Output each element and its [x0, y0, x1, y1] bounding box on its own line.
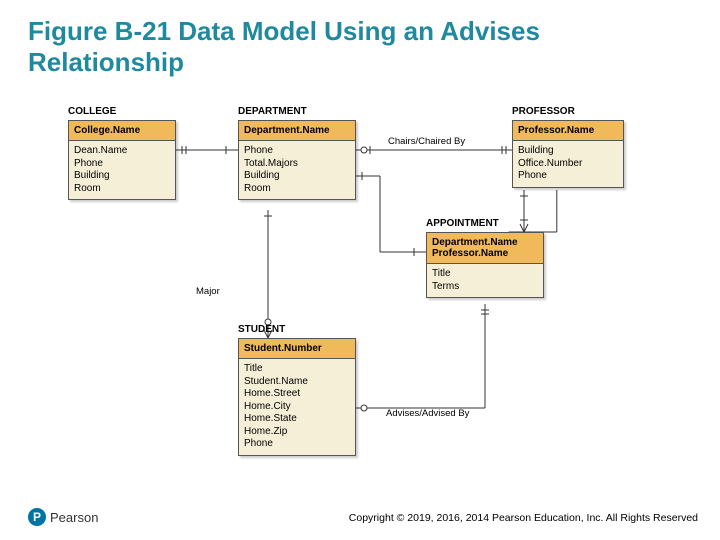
pk-student: Student.Number — [239, 339, 355, 359]
pearson-logo: P Pearson — [28, 508, 98, 526]
pk-department: Department.Name — [239, 121, 355, 141]
pk-professor: Professor.Name — [513, 121, 623, 141]
attrs-college: Dean.NamePhoneBuildingRoom — [69, 141, 175, 199]
logo-brand: Pearson — [50, 510, 98, 525]
entity-label-department: DEPARTMENT — [238, 106, 307, 117]
rel-chairs-label: Chairs/Chaired By — [388, 136, 465, 147]
pk-appointment: Department.NameProfessor.Name — [427, 233, 543, 264]
attrs-student: TitleStudent.NameHome.StreetHome.CityHom… — [239, 359, 355, 455]
er-diagram: COLLEGE College.Name Dean.NamePhoneBuild… — [60, 106, 660, 476]
attrs-professor: BuildingOffice.NumberPhone — [513, 141, 623, 187]
copyright-text: Copyright © 2019, 2016, 2014 Pearson Edu… — [349, 512, 698, 524]
entity-department: Department.Name PhoneTotal.MajorsBuildin… — [238, 120, 356, 200]
entity-appointment: Department.NameProfessor.Name TitleTerms — [426, 232, 544, 298]
entity-label-college: COLLEGE — [68, 106, 116, 117]
rel-major-label: Major — [196, 286, 220, 297]
entity-professor: Professor.Name BuildingOffice.NumberPhon… — [512, 120, 624, 188]
entity-label-professor: PROFESSOR — [512, 106, 575, 117]
entity-student: Student.Number TitleStudent.NameHome.Str… — [238, 338, 356, 456]
logo-icon: P — [28, 508, 46, 526]
figure-title: Figure B-21 Data Model Using an Advises … — [28, 16, 692, 78]
rel-advises-label: Advises/Advised By — [386, 408, 469, 419]
attrs-department: PhoneTotal.MajorsBuildingRoom — [239, 141, 355, 199]
pk-college: College.Name — [69, 121, 175, 141]
entity-college: College.Name Dean.NamePhoneBuildingRoom — [68, 120, 176, 200]
entity-label-appointment: APPOINTMENT — [426, 218, 499, 229]
attrs-appointment: TitleTerms — [427, 264, 543, 297]
entity-label-student: STUDENT — [238, 324, 285, 335]
